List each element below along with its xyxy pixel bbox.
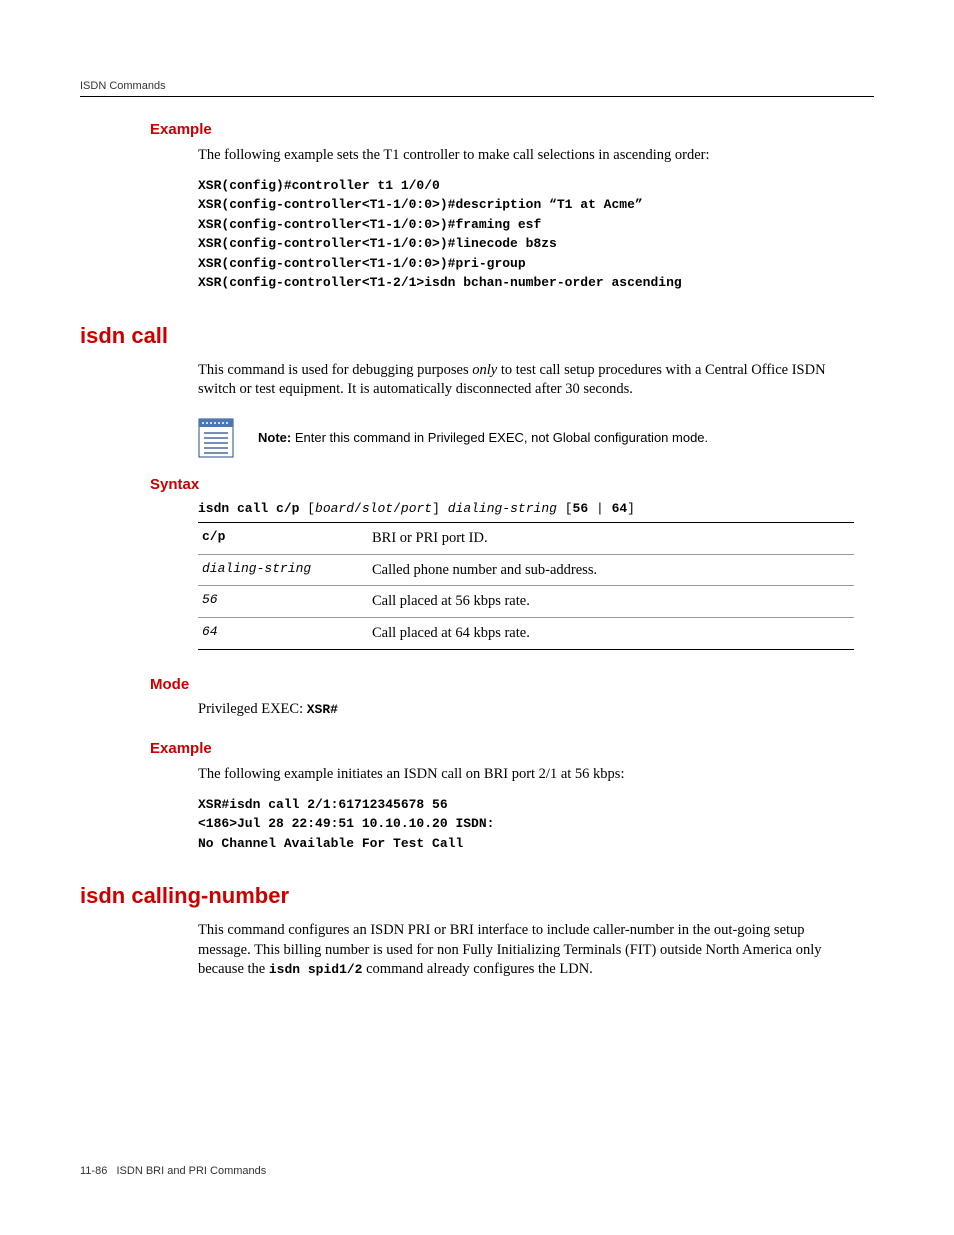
isdn-calling-number-desc: This command configures an ISDN PRI or B…: [198, 921, 854, 980]
syn-p8: ]: [432, 501, 448, 516]
example2-intro: The following example initiates an ISDN …: [198, 765, 854, 785]
cn-post: command already configures the LDN.: [362, 961, 592, 977]
command-title-isdn-calling-number: isdn calling-number: [80, 883, 874, 909]
desc-em: only: [472, 362, 497, 378]
param-name: 64: [202, 624, 372, 643]
note-label: Note:: [258, 430, 291, 445]
param-table: c/p BRI or PRI port ID. dialing-string C…: [198, 522, 854, 650]
param-name-text: c/p: [202, 529, 225, 544]
page-header: ISDN Commands: [80, 80, 874, 97]
syntax-line: isdn call c/p [board/slot/port] dialing-…: [198, 501, 874, 516]
param-row: c/p BRI or PRI port ID.: [198, 523, 854, 555]
cn-code: isdn spid1/2: [269, 962, 363, 977]
param-name-text: dialing-string: [202, 561, 311, 576]
desc-pre: This command is used for debugging purpo…: [198, 362, 472, 378]
param-desc: Called phone number and sub-address.: [372, 561, 597, 580]
param-row: dialing-string Called phone number and s…: [198, 555, 854, 587]
param-desc: Call placed at 64 kbps rate.: [372, 624, 530, 643]
param-row: 56 Call placed at 56 kbps rate.: [198, 586, 854, 618]
example1-intro: The following example sets the T1 contro…: [198, 146, 854, 166]
syn-p14: ]: [627, 501, 635, 516]
syntax-heading: Syntax: [150, 476, 874, 493]
syn-p4: /: [354, 501, 362, 516]
command-title-isdn-call: isdn call: [80, 323, 874, 349]
example-heading: Example: [150, 121, 874, 138]
param-name: dialing-string: [202, 561, 372, 580]
syn-p9: dialing-string: [448, 501, 557, 516]
param-name: c/p: [202, 529, 372, 548]
syn-p13: 64: [612, 501, 628, 516]
syn-p7: port: [401, 501, 432, 516]
footer-label: ISDN BRI and PRI Commands: [117, 1165, 267, 1177]
syn-p10: [: [557, 501, 573, 516]
syn-p1: isdn call c/p: [198, 501, 299, 516]
param-name: 56: [202, 592, 372, 611]
param-row: 64 Call placed at 64 kbps rate.: [198, 618, 854, 649]
note-text: Note: Enter this command in Privileged E…: [258, 430, 708, 445]
example1-code: XSR(config)#controller t1 1/0/0 XSR(conf…: [198, 176, 854, 293]
param-desc: Call placed at 56 kbps rate.: [372, 592, 530, 611]
syn-p2: [: [299, 501, 315, 516]
param-name-text: 64: [202, 624, 218, 639]
syn-p3: board: [315, 501, 354, 516]
syn-p5: slot: [362, 501, 393, 516]
syn-p6: /: [393, 501, 401, 516]
example2-heading: Example: [150, 740, 874, 757]
param-name-text: 56: [202, 592, 218, 607]
syn-p12: |: [588, 501, 611, 516]
page: ISDN Commands Example The following exam…: [0, 0, 954, 1235]
note: Note: Enter this command in Privileged E…: [198, 418, 874, 458]
mode-line: Privileged EXEC: XSR#: [198, 701, 874, 718]
example2-code: XSR#isdn call 2/1:61712345678 56 <186>Ju…: [198, 795, 854, 854]
mode-pre: Privileged EXEC:: [198, 701, 307, 717]
param-desc: BRI or PRI port ID.: [372, 529, 488, 548]
mode-code: XSR#: [307, 702, 338, 717]
note-icon: [198, 418, 234, 458]
footer-page: 11-86: [80, 1165, 107, 1177]
page-footer: 11-86 ISDN BRI and PRI Commands: [80, 1165, 266, 1177]
isdn-call-desc: This command is used for debugging purpo…: [198, 361, 854, 400]
note-body: Enter this command in Privileged EXEC, n…: [291, 430, 708, 445]
syn-p11: 56: [573, 501, 589, 516]
mode-heading: Mode: [150, 676, 874, 693]
